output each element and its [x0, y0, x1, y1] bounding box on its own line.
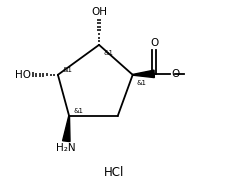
Text: O: O — [171, 69, 179, 79]
Polygon shape — [132, 70, 154, 78]
Text: HO: HO — [15, 70, 31, 80]
Polygon shape — [62, 116, 70, 142]
Text: HCl: HCl — [103, 166, 124, 180]
Text: &1: &1 — [136, 80, 146, 86]
Text: O: O — [149, 38, 158, 48]
Text: &1: &1 — [73, 108, 83, 114]
Text: H₂N: H₂N — [55, 143, 75, 153]
Text: &1: &1 — [62, 67, 72, 73]
Text: &1: &1 — [103, 50, 113, 56]
Text: OH: OH — [91, 7, 106, 17]
